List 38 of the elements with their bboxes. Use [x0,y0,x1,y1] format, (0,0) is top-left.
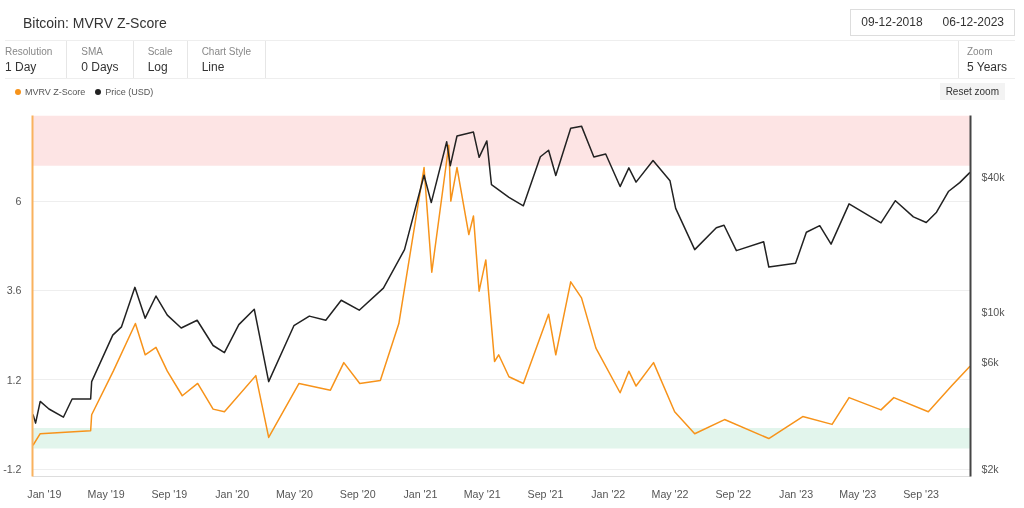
text: Line [201,59,226,77]
x-tick-label: Sep '20 [339,487,376,500]
x-tick-label: May '21 [463,487,501,500]
text: Zoom [966,45,994,59]
y-tick-label: 6 [15,195,22,208]
y2-tick-label: $2k [981,462,1000,475]
chart-title: Bitcoin: MVRV Z-Score [22,13,167,33]
text: Chart Style [201,45,252,59]
text: 1 Day [5,59,38,77]
text: SMA [81,45,104,59]
text: 09-12-2018 06-12-2023 [861,14,1004,29]
x-tick-label: May '23 [839,487,877,500]
text: Reset zoom [939,83,1005,100]
x-tick-label: Jan '19 [27,487,62,500]
text: Resolution [5,45,53,59]
x-tick-label: Sep '22 [715,487,752,500]
y-tick-label: 3.6 [6,284,22,297]
x-tick-label: May '20 [275,487,313,500]
text: Log [147,59,169,77]
x-tick-label: Jan '23 [779,487,814,500]
x-tick-label: May '22 [651,487,689,500]
y-tick-label: 1.2 [6,373,22,386]
y-tick-label: -1.2 [3,463,22,476]
legend-label: MVRV Z-Score [25,86,86,97]
x-tick-label: Jan '20 [215,487,250,500]
x-tick-label: May '19 [87,487,125,500]
text: 0 Days [81,59,119,77]
y2-tick-label: $10k [981,306,1006,319]
text: Scale [147,45,173,59]
y2-tick-label: $40k [981,171,1006,184]
x-tick-label: Jan '22 [591,487,626,500]
legend-label: Price (USD) [105,86,154,97]
x-tick-label: Sep '19 [151,487,188,500]
x-tick-label: Jan '21 [403,487,438,500]
x-tick-label: Sep '23 [903,487,940,500]
x-tick-label: Sep '21 [527,487,564,500]
text: 5 Years [966,59,1007,77]
y2-tick-label: $6k [981,355,1000,368]
